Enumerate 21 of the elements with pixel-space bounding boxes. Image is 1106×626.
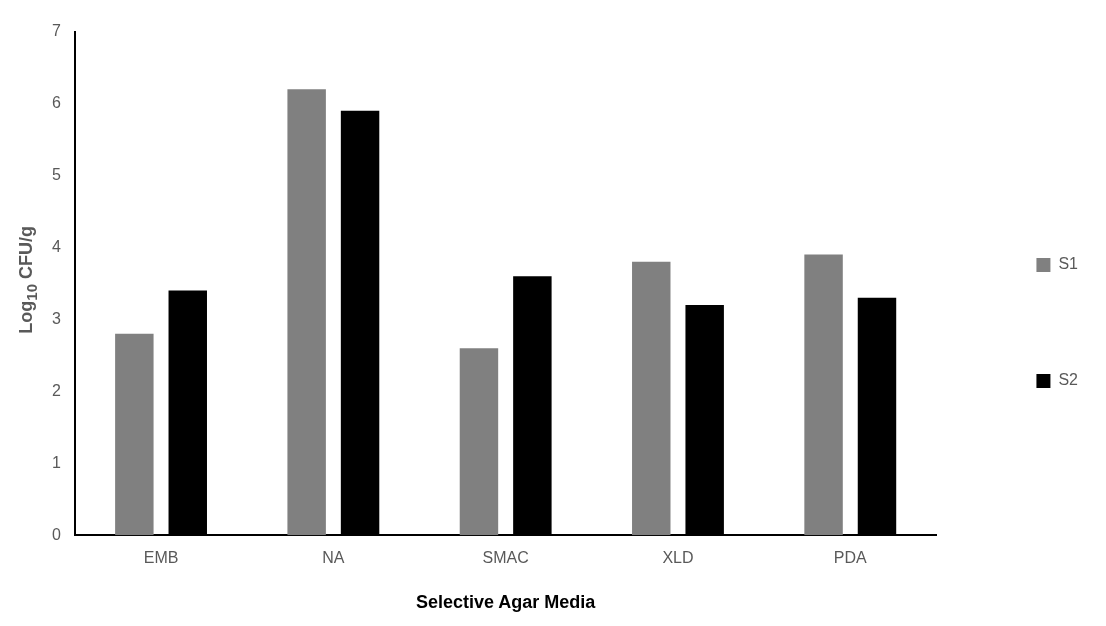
bar (804, 254, 843, 536)
y-tick-label: 6 (51, 93, 61, 111)
y-tick-label: 4 (51, 237, 61, 255)
legend-label: S1 (1058, 255, 1079, 273)
y-tick-label: 0 (51, 525, 61, 543)
bar (632, 261, 671, 536)
bar (459, 348, 499, 536)
bar (287, 89, 326, 536)
legend-label: S2 (1058, 371, 1079, 389)
x-tick-label: PDA (833, 549, 868, 567)
x-tick-label: XLD (662, 549, 694, 567)
y-tick-label: 5 (51, 165, 61, 183)
x-tick-label: SMAC (482, 549, 529, 567)
y-tick-label: 1 (51, 453, 61, 471)
y-tick-label: 7 (51, 22, 61, 40)
bar (115, 333, 154, 536)
x-axis-title: Selective Agar Media (415, 592, 597, 613)
y-tick-label: 2 (51, 381, 61, 399)
y-tick-label: 3 (51, 309, 61, 327)
x-tick-label: NA (322, 549, 345, 567)
x-tick-label: EMB (143, 549, 179, 567)
